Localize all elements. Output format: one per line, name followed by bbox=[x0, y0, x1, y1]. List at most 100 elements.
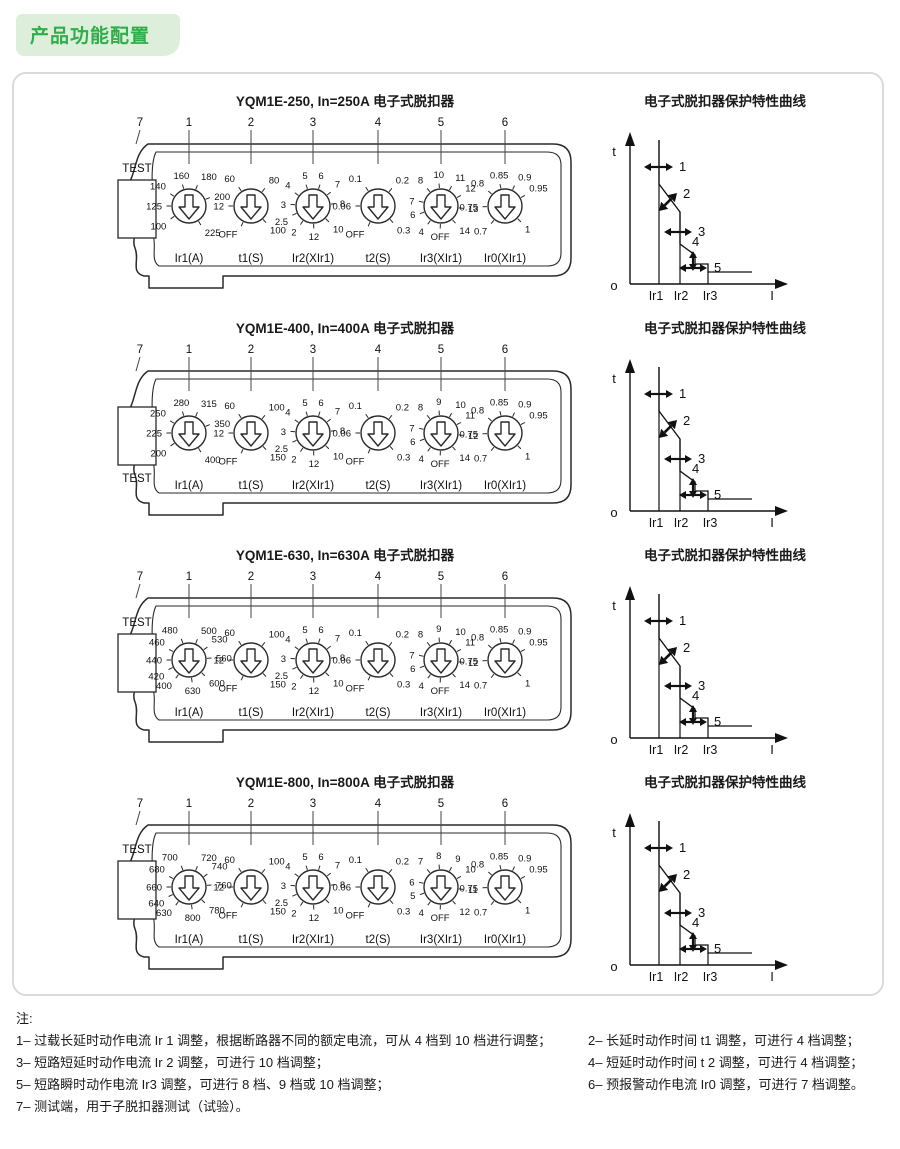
dial-tick bbox=[449, 639, 453, 645]
callout-number: 2 bbox=[248, 571, 254, 583]
dial-ir0xir1[interactable]: 0.7 0.75 0.8 0.85 0.90.95 1 Ir0(XIr1) bbox=[460, 852, 548, 946]
dial-value-label: 0.9 bbox=[518, 853, 531, 864]
dial-tick bbox=[168, 648, 174, 652]
dial-ir1a[interactable]: 100 125 140 160 180 200 225 Ir1(A) bbox=[146, 171, 230, 265]
callout-number: 1 bbox=[186, 571, 192, 583]
callout-number: 1 bbox=[186, 344, 192, 356]
dial-value-label: 10 bbox=[455, 627, 466, 638]
panel-title: YQM1E-800, In=800A 电子式脱扣器 bbox=[235, 775, 455, 790]
section-3: YQM1E-630, In=630A 电子式脱扣器 TEST 7 1 400 420 440… bbox=[14, 532, 882, 759]
dial-ir0xir1[interactable]: 0.7 0.75 0.8 0.85 0.90.95 1 Ir0(XIr1) bbox=[460, 398, 548, 492]
origin-label: o bbox=[610, 732, 617, 747]
dial-value-label: 12 bbox=[309, 686, 320, 697]
curve-callout-2: 2 bbox=[683, 640, 690, 655]
dial-tick bbox=[300, 901, 304, 906]
dial-t2s[interactable]: 0.06 0.1 0.2 0.3 OFF t2(S) bbox=[333, 628, 411, 719]
dial-tick bbox=[170, 442, 175, 447]
dial-name-label: t2(S) bbox=[366, 934, 391, 946]
dial-value-label: 8 bbox=[418, 629, 423, 640]
dial-t1s[interactable]: 12 60 100 150 OFF t1(S) bbox=[213, 401, 285, 492]
dial-t2s[interactable]: 0.06 0.1 0.2 0.3 OFF t2(S) bbox=[333, 174, 411, 265]
dial-tick bbox=[517, 218, 522, 223]
dial-tick bbox=[326, 418, 332, 423]
dial-tick bbox=[292, 893, 297, 897]
dial-pointer-arrow-icon bbox=[367, 421, 389, 447]
test-port[interactable] bbox=[117, 179, 157, 239]
dial-pointer-arrow-icon bbox=[430, 875, 452, 901]
dial-value-label: 500 bbox=[201, 626, 217, 637]
dial-name-label: Ir3(XIr1) bbox=[420, 480, 462, 492]
dial-value-label: 0.2 bbox=[396, 175, 409, 186]
dial-ir0xir1[interactable]: 0.7 0.75 0.8 0.85 0.90.95 1 Ir0(XIr1) bbox=[460, 625, 548, 719]
curve-callout-2: 2 bbox=[683, 413, 690, 428]
dial-tick bbox=[201, 899, 206, 904]
curve-column: 电子式脱扣器保护特性曲线 1 2 3 4 5 t o I Ir1 Ir2 Ir3 bbox=[580, 759, 870, 990]
dial-value-label: 11 bbox=[465, 637, 475, 648]
dial-value-label: 420 bbox=[148, 672, 164, 683]
dial-value-label: 7 bbox=[335, 861, 340, 872]
dial-tick bbox=[456, 648, 462, 652]
dial-name-label: t1(S) bbox=[239, 934, 264, 946]
dial-tick bbox=[240, 675, 244, 681]
dial-tick bbox=[367, 675, 371, 681]
dial-ir0xir1[interactable]: 0.7 0.75 0.8 0.85 0.90.95 1 Ir0(XIr1) bbox=[460, 171, 548, 265]
adjust-arrow-1 bbox=[644, 844, 673, 852]
dial-ir1a[interactable]: 200 225 250 280 315 350 400 Ir1(A) bbox=[146, 398, 230, 492]
dial-t1s[interactable]: 12 60 80 100 OFF t1(S) bbox=[213, 174, 285, 265]
dial-t2s[interactable]: 0.06 0.1 0.2 0.3 OFF t2(S) bbox=[333, 401, 411, 492]
dial-value-label: 700 bbox=[162, 853, 178, 864]
t-axis-arrow-icon bbox=[625, 813, 635, 827]
dial-value-label: 7 bbox=[409, 196, 414, 207]
adjust-arrow-2 bbox=[659, 874, 677, 892]
dial-tick bbox=[292, 666, 297, 670]
dial-tick bbox=[427, 901, 431, 906]
dial-tick bbox=[426, 641, 431, 647]
trip-curve-line bbox=[658, 140, 752, 273]
dial-value-label: 0.1 bbox=[349, 628, 362, 639]
dial-t2s[interactable]: 0.06 0.1 0.2 0.3 OFF t2(S) bbox=[333, 855, 411, 946]
dial-value-label: OFF bbox=[345, 456, 364, 467]
dial-value-label: 0.75 bbox=[460, 429, 479, 440]
panel-column: YQM1E-800, In=800A 电子式脱扣器 TEST 7 1 630 640 660… bbox=[110, 759, 580, 978]
dial-tick bbox=[195, 411, 198, 417]
dial-t1s[interactable]: 12 60 100 150 OFF t1(S) bbox=[213, 855, 285, 946]
callout-number: 5 bbox=[438, 344, 444, 356]
adjust-arrow-3 bbox=[664, 909, 692, 917]
dial-value-label: OFF bbox=[218, 456, 237, 467]
dial-tick bbox=[365, 413, 369, 419]
dial-value-label: 2 bbox=[291, 228, 296, 239]
dial-value-label: 0.8 bbox=[471, 178, 484, 189]
dial-t1s[interactable]: 12 60 100 150 OFF t1(S) bbox=[213, 628, 285, 719]
dial-tick bbox=[419, 438, 425, 442]
test-port[interactable] bbox=[117, 406, 157, 466]
dial-value-label: 100 bbox=[269, 402, 285, 413]
dial-tick bbox=[261, 868, 266, 874]
dial-name-label: Ir0(XIr1) bbox=[484, 707, 526, 719]
dial-tick bbox=[238, 413, 242, 419]
dial-tick bbox=[326, 191, 332, 196]
dial-name-label: Ir3(XIr1) bbox=[420, 707, 462, 719]
dial-value-label: 80 bbox=[269, 175, 280, 186]
dial-tick bbox=[238, 640, 242, 646]
curve-callout-4: 4 bbox=[692, 461, 699, 476]
dial-tick bbox=[240, 448, 244, 454]
dial-tick bbox=[168, 894, 173, 897]
tick-label-ir1: Ir1 bbox=[649, 289, 664, 303]
dial-tick bbox=[168, 667, 173, 670]
dial-value-label: OFF bbox=[431, 686, 450, 697]
curve-callout-4: 4 bbox=[692, 915, 699, 930]
dial-value-label: 13 bbox=[468, 204, 479, 215]
test-port[interactable] bbox=[117, 860, 157, 920]
test-label: TEST bbox=[122, 617, 151, 629]
test-port[interactable] bbox=[117, 633, 157, 693]
